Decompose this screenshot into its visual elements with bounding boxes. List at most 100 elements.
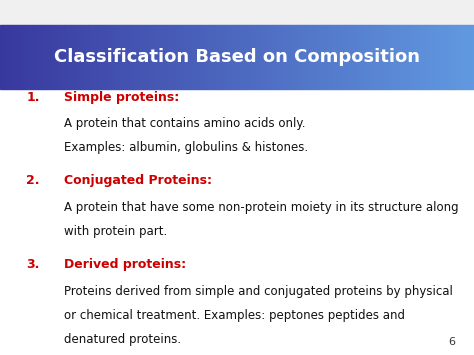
Bar xyxy=(5,25,7,89)
Text: A protein that have some non-protein moiety in its structure along: A protein that have some non-protein moi… xyxy=(64,201,459,214)
Bar xyxy=(462,25,465,89)
Bar xyxy=(140,25,142,89)
Bar xyxy=(337,25,339,89)
Bar xyxy=(246,25,249,89)
Bar xyxy=(396,25,398,89)
Bar xyxy=(419,25,422,89)
Bar xyxy=(244,25,246,89)
Bar xyxy=(443,25,446,89)
Bar xyxy=(156,25,159,89)
Bar xyxy=(292,25,294,89)
Bar xyxy=(358,25,360,89)
Bar xyxy=(173,25,175,89)
Bar xyxy=(306,25,308,89)
Bar xyxy=(2,25,5,89)
Bar xyxy=(346,25,348,89)
Bar xyxy=(332,25,334,89)
Bar xyxy=(109,25,111,89)
Bar xyxy=(256,25,258,89)
Bar xyxy=(0,25,2,89)
Text: Simple proteins:: Simple proteins: xyxy=(64,91,179,104)
Bar xyxy=(296,25,299,89)
Bar xyxy=(403,25,405,89)
Bar xyxy=(235,25,237,89)
Bar xyxy=(92,25,95,89)
Bar xyxy=(19,25,21,89)
Bar xyxy=(50,25,52,89)
Bar xyxy=(301,25,303,89)
Text: or chemical treatment. Examples: peptones peptides and: or chemical treatment. Examples: peptone… xyxy=(64,309,405,322)
Bar xyxy=(325,25,327,89)
Bar xyxy=(130,25,133,89)
Text: 3.: 3. xyxy=(26,258,39,271)
Bar xyxy=(135,25,137,89)
Bar xyxy=(118,25,121,89)
Bar xyxy=(469,25,472,89)
Bar xyxy=(393,25,396,89)
Bar xyxy=(263,25,265,89)
Bar xyxy=(372,25,374,89)
Bar xyxy=(424,25,427,89)
Bar xyxy=(55,25,57,89)
Bar xyxy=(100,25,102,89)
Bar xyxy=(121,25,123,89)
Bar xyxy=(282,25,284,89)
Text: 2.: 2. xyxy=(26,174,39,187)
Bar xyxy=(81,25,83,89)
Bar xyxy=(66,25,69,89)
Bar xyxy=(57,25,59,89)
Bar xyxy=(441,25,443,89)
Bar xyxy=(398,25,401,89)
Bar xyxy=(453,25,455,89)
Bar xyxy=(363,25,365,89)
Bar xyxy=(351,25,353,89)
Bar xyxy=(410,25,412,89)
Bar xyxy=(289,25,292,89)
Bar xyxy=(348,25,351,89)
Bar xyxy=(26,25,28,89)
Bar xyxy=(185,25,187,89)
Bar xyxy=(145,25,147,89)
Bar xyxy=(154,25,156,89)
Bar xyxy=(33,25,36,89)
Bar xyxy=(360,25,363,89)
Bar xyxy=(12,25,14,89)
Bar xyxy=(69,25,71,89)
Bar xyxy=(83,25,85,89)
Bar xyxy=(261,25,263,89)
Bar xyxy=(97,25,100,89)
Bar xyxy=(237,25,239,89)
Bar xyxy=(448,25,450,89)
Bar xyxy=(294,25,296,89)
Bar xyxy=(192,25,194,89)
Bar xyxy=(353,25,356,89)
Bar xyxy=(299,25,301,89)
Bar xyxy=(123,25,126,89)
Bar xyxy=(405,25,408,89)
Bar xyxy=(38,25,40,89)
Bar xyxy=(275,25,277,89)
Bar xyxy=(341,25,344,89)
Bar xyxy=(251,25,254,89)
Bar xyxy=(225,25,228,89)
Bar xyxy=(197,25,199,89)
Bar xyxy=(204,25,206,89)
Bar xyxy=(178,25,180,89)
Bar xyxy=(73,25,76,89)
Bar xyxy=(24,25,26,89)
Bar xyxy=(17,25,19,89)
Text: A protein that contains amino acids only.: A protein that contains amino acids only… xyxy=(64,117,305,130)
Bar xyxy=(194,25,197,89)
Bar xyxy=(287,25,289,89)
Bar xyxy=(161,25,164,89)
Bar xyxy=(438,25,441,89)
Bar xyxy=(249,25,251,89)
Bar xyxy=(201,25,204,89)
Bar xyxy=(187,25,190,89)
Bar xyxy=(7,25,9,89)
Bar xyxy=(389,25,391,89)
Bar xyxy=(422,25,424,89)
Bar xyxy=(356,25,358,89)
Bar xyxy=(315,25,318,89)
Bar xyxy=(417,25,419,89)
